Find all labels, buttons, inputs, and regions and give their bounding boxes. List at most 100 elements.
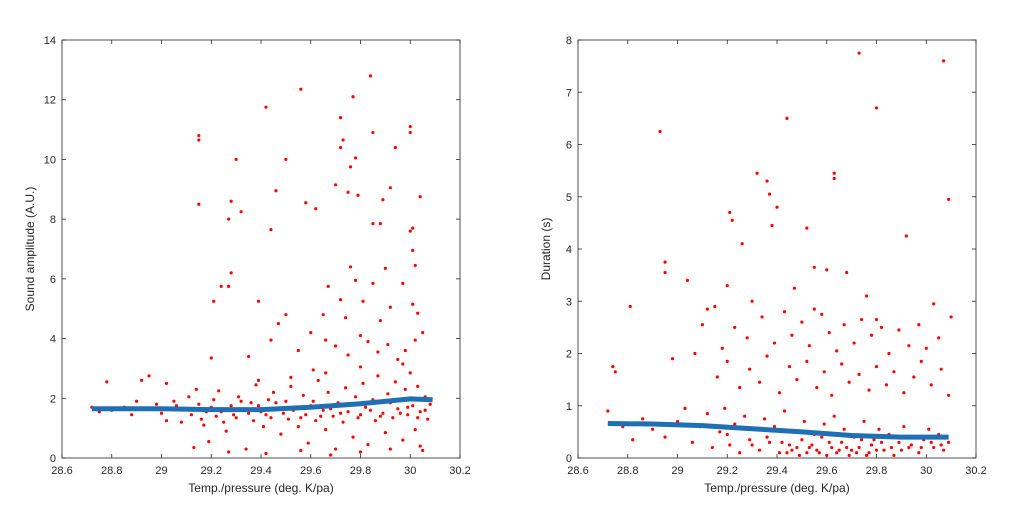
data-point xyxy=(904,234,908,238)
data-point xyxy=(631,438,635,442)
data-point xyxy=(413,428,417,432)
data-point xyxy=(728,210,732,215)
data-point xyxy=(239,399,243,403)
y-tick-label: 14 xyxy=(44,35,56,47)
data-point xyxy=(932,302,936,306)
data-point xyxy=(147,374,151,378)
data-point xyxy=(815,448,819,452)
data-point xyxy=(805,359,809,363)
data-point xyxy=(276,322,281,326)
data-point xyxy=(341,420,345,424)
data-point xyxy=(314,207,318,211)
y-tick-label: 0 xyxy=(566,453,572,465)
data-point xyxy=(772,341,777,345)
data-point xyxy=(762,417,767,421)
data-point xyxy=(651,427,655,431)
data-point xyxy=(189,413,193,417)
data-point xyxy=(353,395,358,399)
data-point xyxy=(879,440,884,444)
y-tick-label: 3 xyxy=(566,296,572,308)
data-point xyxy=(725,359,729,363)
data-point xyxy=(628,304,632,309)
data-point xyxy=(207,439,211,444)
data-point xyxy=(787,364,792,369)
trend-line xyxy=(607,421,949,440)
data-point xyxy=(346,410,350,414)
data-point xyxy=(832,176,836,181)
data-point xyxy=(767,440,772,444)
data-point xyxy=(864,453,869,457)
data-point xyxy=(289,375,293,379)
data-point xyxy=(202,423,206,427)
data-point xyxy=(209,356,213,360)
data-point xyxy=(373,419,378,423)
data-point xyxy=(947,197,951,201)
data-point xyxy=(222,420,226,424)
data-point xyxy=(271,390,276,394)
data-point xyxy=(837,448,841,452)
y-tick-label: 4 xyxy=(566,244,572,256)
data-point xyxy=(765,354,769,358)
data-point xyxy=(358,365,363,369)
data-point xyxy=(386,392,390,396)
chart-sound-amplitude: 28.6 28.8 29 29.2 29.4 29.6 29.8 30 30.2 0 2 4 6 8 10 1… xyxy=(23,35,471,495)
data-point xyxy=(850,448,854,452)
data-point xyxy=(884,383,889,387)
data-point xyxy=(371,130,375,135)
data-point xyxy=(403,387,407,391)
data-point xyxy=(606,409,610,413)
data-point xyxy=(738,385,742,390)
data-point xyxy=(705,307,709,311)
y-axis-label: Sound amplitude (A.U.) xyxy=(23,187,37,312)
data-point xyxy=(269,338,273,342)
data-point xyxy=(613,370,617,374)
data-point xyxy=(383,431,387,435)
data-point xyxy=(326,390,330,394)
data-point xyxy=(892,453,896,457)
data-point xyxy=(334,447,338,451)
data-point xyxy=(301,393,305,397)
data-point xyxy=(416,311,420,315)
x-tick-label: 29.6 xyxy=(816,465,837,477)
data-point xyxy=(324,371,328,375)
data-point xyxy=(296,425,300,429)
data-point xyxy=(743,414,747,418)
data-point xyxy=(947,440,951,444)
data-point xyxy=(212,398,216,402)
data-point xyxy=(393,380,397,384)
data-point xyxy=(755,171,759,175)
data-point xyxy=(423,408,427,412)
data-point xyxy=(192,445,196,450)
data-point xyxy=(244,447,248,451)
data-point xyxy=(199,417,203,421)
data-point xyxy=(812,307,816,311)
data-point xyxy=(426,417,430,421)
data-point xyxy=(830,445,834,450)
y-tick-label: 12 xyxy=(44,95,56,107)
data-point xyxy=(314,419,318,423)
data-point xyxy=(286,417,290,421)
data-point xyxy=(413,263,417,268)
data-point xyxy=(882,448,886,452)
x-tick-label: 28.8 xyxy=(101,465,122,477)
data-point xyxy=(899,448,903,452)
data-point xyxy=(371,222,375,226)
data-point xyxy=(874,448,879,452)
data-point xyxy=(777,391,782,395)
data-point xyxy=(343,316,348,320)
data-point xyxy=(797,453,801,457)
y-tick-label: 2 xyxy=(50,393,56,405)
data-point xyxy=(197,133,201,138)
data-point xyxy=(795,378,799,382)
data-point xyxy=(348,265,353,269)
data-point xyxy=(740,242,744,246)
data-point xyxy=(234,416,238,420)
data-point xyxy=(296,348,300,353)
data-point xyxy=(902,425,906,429)
data-point xyxy=(284,313,288,317)
data-point xyxy=(341,138,345,142)
data-point xyxy=(942,59,946,63)
data-point xyxy=(299,416,303,420)
data-point xyxy=(939,443,943,447)
data-point xyxy=(428,402,432,406)
